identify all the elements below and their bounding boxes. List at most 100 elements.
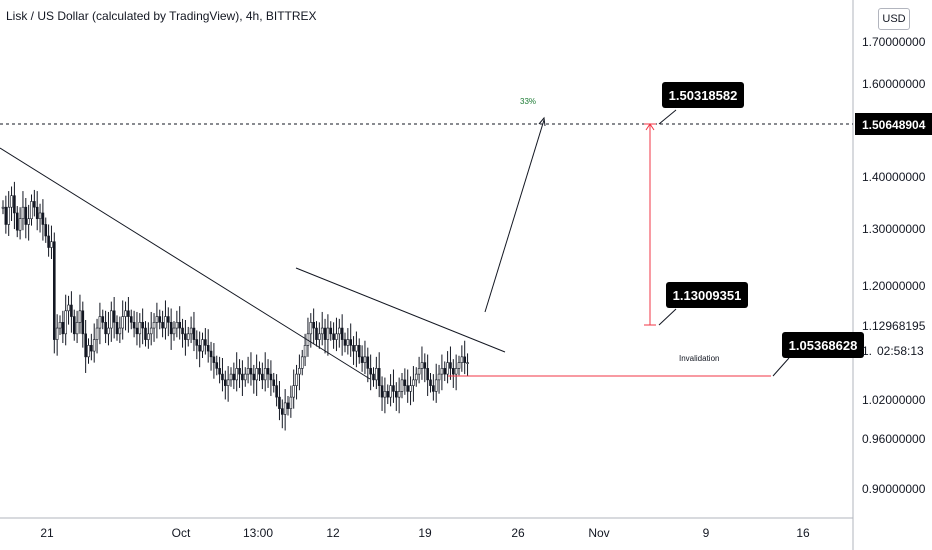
- candle-body: [286, 402, 290, 409]
- candle-body: [383, 391, 387, 398]
- price-axis[interactable]: 1.70000000 1.60000000 1.40000000 1.30000…: [862, 35, 926, 496]
- candle-body: [121, 316, 124, 329]
- time-tick: Oct: [172, 526, 191, 540]
- candle-body: [235, 368, 238, 381]
- candle-body: [215, 362, 219, 369]
- candle-body: [172, 327, 176, 335]
- candle-body: [466, 362, 469, 364]
- candle-body: [221, 373, 224, 381]
- chart-title: Lisk / US Dollar (calculated by TradingV…: [6, 9, 317, 23]
- candle-body: [147, 333, 150, 340]
- candle-body: [33, 201, 36, 208]
- currency-button[interactable]: USD: [878, 8, 910, 30]
- candle-body: [144, 327, 147, 340]
- candle-body: [414, 373, 418, 381]
- time-tick: 13:00: [243, 526, 273, 540]
- candle-body: [357, 345, 361, 358]
- candle-body: [50, 241, 53, 248]
- candle-body: [218, 368, 221, 375]
- candle-body: [161, 322, 164, 329]
- candle-body: [278, 396, 281, 409]
- price-tick: 1.70000000: [862, 35, 926, 49]
- candle-body: [192, 327, 196, 340]
- candle-body: [263, 368, 267, 381]
- candle-body: [112, 310, 116, 323]
- candle-body: [292, 385, 296, 398]
- callout-label: 1.13009351: [673, 288, 742, 303]
- candle-body: [363, 356, 367, 363]
- candle-body: [272, 379, 276, 386]
- callout-label: 1.05368628: [789, 338, 858, 353]
- candle-body: [127, 310, 130, 317]
- candle-body: [44, 224, 48, 237]
- candle-body: [178, 322, 181, 329]
- projection-arrow: [484, 119, 545, 313]
- candle-body: [152, 322, 156, 329]
- candle-body: [98, 316, 102, 329]
- candle-body: [437, 373, 441, 381]
- candle-body: [184, 333, 187, 340]
- candle-body: [389, 385, 392, 398]
- candle-body: [289, 396, 293, 409]
- candle-body: [372, 373, 375, 381]
- candle-body: [386, 391, 390, 398]
- candle-body: [406, 385, 410, 392]
- candle-body: [258, 368, 261, 375]
- callout-badge: 1.05368628: [782, 332, 864, 358]
- candle-body: [241, 373, 244, 381]
- candle-body: [300, 356, 304, 369]
- candle-body: [403, 379, 407, 386]
- candle-body: [18, 218, 22, 231]
- candle-body: [298, 368, 301, 375]
- candle-body: [412, 379, 415, 386]
- candle-body: [409, 385, 412, 392]
- time-tick: 26: [511, 526, 525, 540]
- candle-body: [397, 391, 401, 398]
- price-tick: 1.30000000: [862, 222, 926, 236]
- candle-body: [101, 316, 105, 323]
- candle-body: [380, 385, 384, 398]
- candle-body: [81, 310, 85, 335]
- candle-body: [201, 339, 204, 352]
- callout-badge: 1.50318582: [662, 82, 744, 108]
- candle-body: [167, 316, 170, 323]
- price-tick: 1.02000000: [862, 393, 926, 407]
- candle-body: [375, 368, 378, 381]
- callout-label: 1.50318582: [669, 88, 738, 103]
- candle-body: [107, 327, 110, 335]
- candle-body: [10, 195, 13, 208]
- candle-body: [312, 322, 315, 329]
- candle-body: [132, 322, 136, 329]
- time-axis[interactable]: 21 Oct 13:00 12 19 26 Nov 9 16: [40, 526, 810, 540]
- candle-body: [261, 373, 264, 381]
- candle-body: [423, 362, 427, 369]
- candle-body: [95, 327, 99, 340]
- candle-body: [4, 206, 8, 225]
- candle-body: [61, 322, 65, 335]
- candle-body: [204, 339, 207, 346]
- candle-body: [255, 368, 258, 381]
- candle-body: [463, 356, 467, 363]
- candle-body: [209, 350, 213, 358]
- candle-body: [35, 206, 39, 220]
- candle-body: [67, 304, 70, 312]
- candle-body: [337, 327, 341, 335]
- candle-body: [420, 362, 424, 369]
- countdown-timer: 02:58:13: [877, 344, 924, 358]
- candle-body: [70, 304, 73, 317]
- candle-body: [394, 391, 398, 398]
- target-range-arrowhead: [645, 123, 655, 131]
- candle-body: [87, 345, 90, 358]
- candle-body: [252, 373, 256, 381]
- candle-body: [27, 218, 30, 225]
- candle-body: [64, 310, 67, 335]
- candle-body: [38, 212, 42, 220]
- candle-body: [7, 206, 10, 225]
- candle-body: [238, 368, 241, 375]
- candle-body: [189, 327, 193, 335]
- candle-body: [78, 310, 82, 323]
- candle-body: [169, 322, 173, 335]
- candle-body: [352, 345, 355, 352]
- candle-body: [320, 327, 324, 335]
